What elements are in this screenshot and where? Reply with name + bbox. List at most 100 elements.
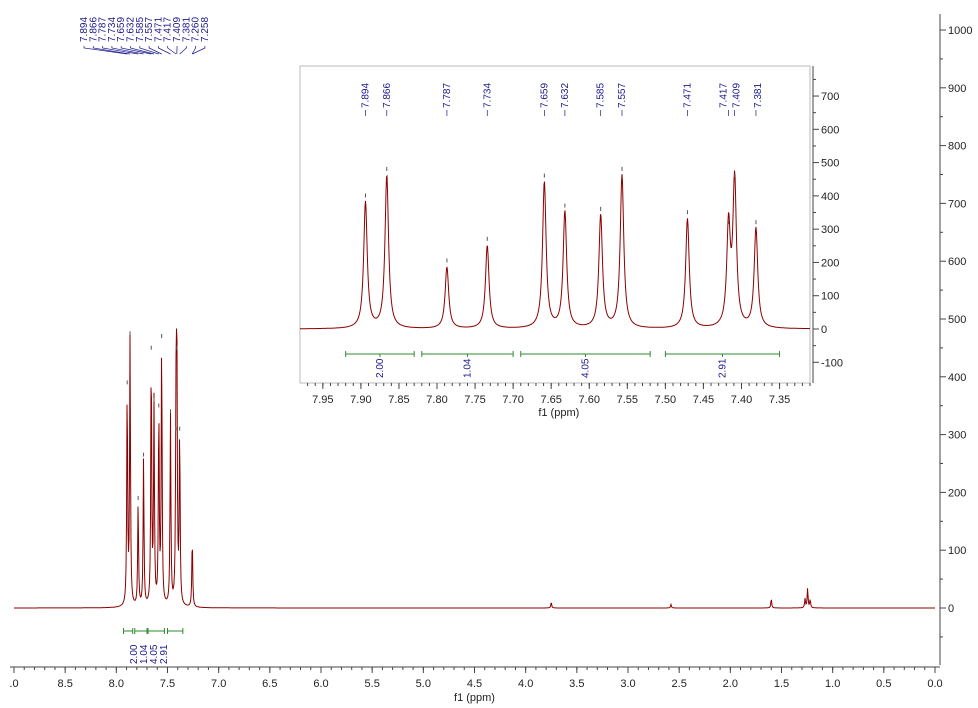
peak-label: 7.632 xyxy=(126,17,137,42)
inset-integral-value: 4.05 xyxy=(580,358,591,378)
inset-integral-value: 1.04 xyxy=(462,358,473,378)
inset-x-tick-label: 7.80 xyxy=(426,394,447,406)
inset-spectrum-plot: -100 0 100 200 300 400 500 600 700 7.95 7.90 7.85 7.… xyxy=(299,65,843,419)
inset-peak-label: 7.409 xyxy=(732,83,743,108)
y-tick-label: 200 xyxy=(948,487,966,499)
x-tick-label: 6.0 xyxy=(313,678,328,690)
peak-label: 7.787 xyxy=(98,17,109,42)
inset-peak-label: 7.471 xyxy=(682,83,693,108)
x-tick-label: 4.0 xyxy=(518,678,533,690)
y-tick-label: 900 xyxy=(948,83,966,95)
peak-label: 7.260 xyxy=(191,17,202,42)
peak-label: 7.585 xyxy=(135,17,146,42)
inset-peak-label: 7.659 xyxy=(539,83,550,108)
inset-y-tick-label: 700 xyxy=(821,91,839,103)
peak-label-leader xyxy=(191,46,196,55)
peak-label: 7.894 xyxy=(79,17,90,42)
inset-x-tick-label: 7.75 xyxy=(464,394,485,406)
x-axis-label: f1 (ppm) xyxy=(454,692,495,704)
peak-label: 7.734 xyxy=(107,17,118,42)
inset-x-tick-label: 7.95 xyxy=(312,394,333,406)
y-tick-label: 700 xyxy=(948,198,966,210)
x-tick-label: 8.5 xyxy=(58,678,73,690)
peak-label: 7.557 xyxy=(144,17,155,42)
inset-x-tick-label: 7.85 xyxy=(388,394,409,406)
integral-value: 4.05 xyxy=(149,644,160,664)
y-tick-label: 600 xyxy=(948,256,966,268)
peak-label-leader xyxy=(179,46,187,55)
inset-peak-label: 7.557 xyxy=(617,83,628,108)
peak-label: 7.659 xyxy=(116,17,127,42)
inset-y-tick-label: 600 xyxy=(821,124,839,136)
inset-integral-value: 2.91 xyxy=(717,358,728,378)
x-tick-label: 7.0 xyxy=(211,678,226,690)
peak-label: 7.417 xyxy=(163,17,174,42)
peak-label: 7.409 xyxy=(172,17,183,42)
y-tick-label: 300 xyxy=(948,430,966,442)
inset-x-tick-label: 7.65 xyxy=(540,394,561,406)
x-tick-label: 1.0 xyxy=(825,678,840,690)
inset-y-tick-label: 100 xyxy=(821,291,839,303)
inset-peak-label: 7.894 xyxy=(360,83,371,108)
peak-label-leader xyxy=(92,46,131,55)
inset-peak-label: 7.417 xyxy=(719,83,730,108)
peak-label-leader xyxy=(158,46,171,55)
x-tick-label: 7.5 xyxy=(160,678,175,690)
x-tick-label: .0 xyxy=(9,678,18,690)
peak-label-leader xyxy=(192,46,206,55)
integral-value: 2.91 xyxy=(159,644,170,664)
inset-integral-value: 2.00 xyxy=(375,358,386,378)
y-tick-label: 1000 xyxy=(948,25,972,37)
inset-x-tick-label: 7.45 xyxy=(693,394,714,406)
inset-x-tick-label: 7.40 xyxy=(731,394,752,406)
y-tick-label: 0 xyxy=(948,603,954,615)
x-tick-label: 2.5 xyxy=(672,678,687,690)
x-tick-label: 6.5 xyxy=(262,678,277,690)
peak-label-leader xyxy=(83,46,128,55)
inset-peak-label: 7.381 xyxy=(753,83,764,108)
inset-spectrum-line xyxy=(300,170,810,330)
peak-label-leader xyxy=(148,46,162,55)
inset-x-tick-label: 7.90 xyxy=(350,394,371,406)
peak-label-leader xyxy=(139,46,159,55)
x-tick-label: 5.5 xyxy=(365,678,380,690)
peak-label: 7.471 xyxy=(153,17,164,42)
x-tick-label: 8.0 xyxy=(109,678,124,690)
x-tick-label: 5.0 xyxy=(416,678,431,690)
inset-y-tick-label: -100 xyxy=(821,357,843,369)
x-tick-label: 2.0 xyxy=(723,678,738,690)
y-tick-label: 100 xyxy=(948,545,966,557)
y-tick-label: 400 xyxy=(948,372,966,384)
inset-peak-label: 7.585 xyxy=(596,83,607,108)
x-tick-label: 4.5 xyxy=(467,678,482,690)
inset-x-tick-label: 7.35 xyxy=(769,394,790,406)
peak-label-leader xyxy=(167,46,177,55)
inset-x-tick-label: 7.60 xyxy=(579,394,600,406)
peak-label: 7.866 xyxy=(88,17,99,42)
inset-y-tick-label: 400 xyxy=(821,191,839,203)
integral-value: 1.04 xyxy=(139,644,150,664)
inset-y-tick-label: 300 xyxy=(821,224,839,236)
inset-y-tick-label: 200 xyxy=(821,257,839,269)
x-tick-label: 3.0 xyxy=(620,678,635,690)
inset-x-tick-label: 7.50 xyxy=(655,394,676,406)
inset-peak-label: 7.632 xyxy=(560,83,571,108)
x-tick-label: 3.5 xyxy=(569,678,584,690)
inset-y-tick-label: 0 xyxy=(821,324,827,336)
x-tick-label: 0.5 xyxy=(876,678,891,690)
inset-x-tick-label: 7.70 xyxy=(502,394,523,406)
inset-frame xyxy=(299,65,811,384)
peak-label-leader xyxy=(120,46,152,55)
inset-y-tick-label: 500 xyxy=(821,158,839,170)
peak-label: 7.258 xyxy=(200,17,211,42)
inset-x-axis-label: f1 (ppm) xyxy=(538,407,579,419)
inset-peak-label: 7.866 xyxy=(382,83,393,108)
x-tick-label: 1.5 xyxy=(774,678,789,690)
integral-value: 2.00 xyxy=(129,644,140,664)
inset-peak-label: 7.787 xyxy=(442,83,453,108)
y-tick-label: 500 xyxy=(948,314,966,326)
peak-label-leader xyxy=(111,46,144,55)
x-tick-label: 0.0 xyxy=(927,678,942,690)
